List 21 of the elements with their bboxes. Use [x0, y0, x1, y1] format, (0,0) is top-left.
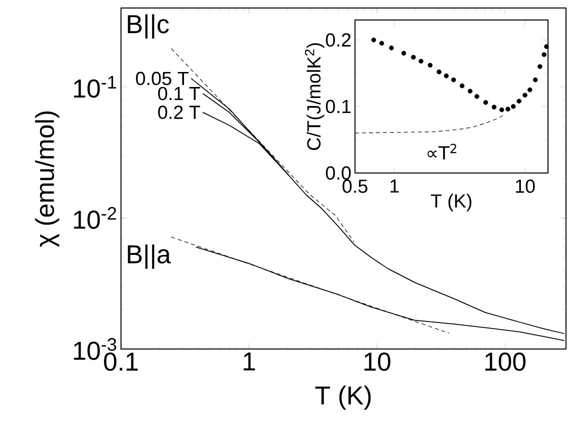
x-tick-label: 1 — [390, 180, 399, 193]
y-tick-label: 10$^{-1}$ — [74, 76, 116, 98]
y-tick-label: 0.0 — [326, 166, 351, 180]
x-tick-label: 10 — [516, 179, 535, 193]
x-axis-title: T (K) — [430, 194, 472, 212]
y-axis-title: χ (emu/mol) — [35, 111, 60, 247]
annotation: ∝T$^{2}$ — [428, 144, 456, 160]
x-tick-label: 100 — [485, 352, 526, 371]
y-tick-label: 0.1 — [326, 100, 351, 114]
annotation: B||a — [128, 244, 171, 269]
x-tick-label: 1 — [244, 352, 255, 370]
series-label: 0.1 T — [158, 86, 200, 100]
series-label: 0.2 T — [158, 106, 200, 119]
annotation: B||c — [128, 14, 169, 39]
x-tick-label: 0.5 — [342, 179, 368, 193]
series-label: 0.05 T — [136, 72, 188, 86]
y-axis-title: C/T(J/molK$^{2}$) — [304, 43, 324, 150]
x-tick-label: 10 — [364, 352, 390, 371]
y-tick-label: 10$^{-2}$ — [74, 206, 116, 229]
x-axis-title: T (K) — [315, 386, 371, 410]
y-tick-label: 0.2 — [326, 33, 351, 47]
